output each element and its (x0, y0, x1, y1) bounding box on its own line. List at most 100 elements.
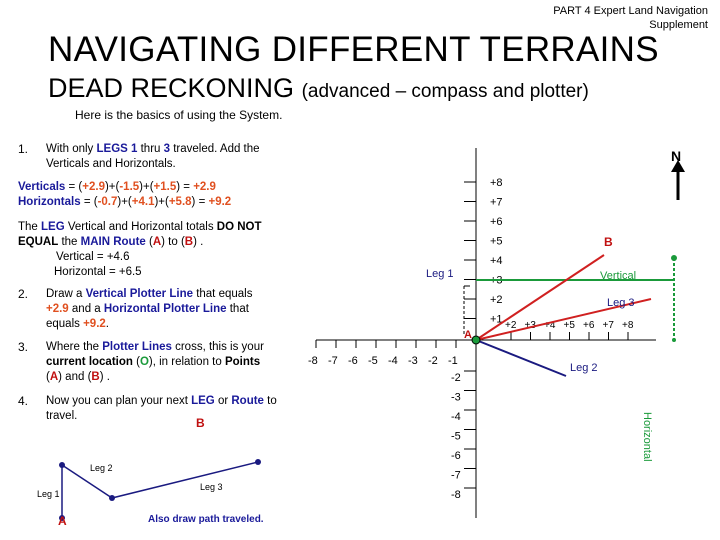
small-node (59, 462, 65, 468)
y-tick-label: +1 (490, 314, 503, 326)
north-label: N (671, 148, 681, 164)
s3-j: ) and ( (58, 371, 92, 383)
t-vert: Vertical = +4.6 (56, 251, 130, 263)
v-2: -1.5 (119, 181, 140, 193)
y-tick-label: +2 (490, 294, 503, 306)
s2-j: . (105, 318, 109, 330)
step-3-text: Where the Plotter Lines cross, this is y… (46, 340, 296, 385)
small-leg3-line (111, 461, 259, 499)
small-node (109, 495, 115, 501)
y-tick-label: -2 (451, 372, 461, 384)
s4-e: to (263, 395, 277, 407)
x-tick-label: +2 (505, 320, 517, 331)
s3-pb: B (91, 371, 100, 383)
small-leg2-line (61, 464, 113, 499)
s1-f: Verticals and Horizontals. (46, 158, 176, 170)
y-tick-label: -8 (451, 489, 461, 501)
t-e: the (58, 236, 81, 248)
page-subtitle: DEAD RECKONING (advanced – compass and p… (48, 73, 589, 104)
x-tick-label: +3 (525, 320, 537, 331)
y-tick-label: -6 (451, 450, 461, 462)
t-horiz: Horizontal = +6.5 (54, 266, 142, 278)
plot-point-a: A (464, 329, 472, 341)
s3-k: ) . (99, 371, 110, 383)
t-f: ( (145, 236, 153, 248)
tick-layer: +8+7+6+5+4+3+2+1-2-3-4-5-6-7-8-8-7-6-5-4… (308, 177, 634, 501)
small-caption: Also draw path traveled. (148, 514, 264, 525)
v-3: +1.5 (153, 181, 177, 193)
s1-a: With only (46, 143, 97, 155)
origin-dot (471, 335, 481, 345)
y-tick-label: +5 (490, 236, 503, 248)
s2-g: that (226, 303, 249, 315)
x-tick-label: -1 (448, 355, 458, 367)
s2-c: that equals (193, 288, 253, 300)
x-tick-label: +4 (544, 320, 556, 331)
y-tick-label: +6 (490, 216, 503, 228)
x-tick-label: -4 (388, 355, 398, 367)
small-leg3-label: Leg 3 (200, 482, 223, 492)
s2-h: equals (46, 318, 84, 330)
location-dot (671, 255, 677, 261)
h-eq: = ( (80, 196, 98, 208)
y-tick-label: +8 (490, 177, 503, 189)
horizontals-equation: Horizontals = (-0.7)+(+4.1)+(+5.8) = +9.… (18, 195, 231, 210)
h-m2: )+( (154, 196, 169, 208)
s4-d: Route (231, 395, 264, 407)
small-point-a: A (58, 514, 67, 528)
verticals-equation: Verticals = (+2.9)+(-1.5)+(+1.5) = +2.9 (18, 180, 216, 195)
y-tick-label: -4 (451, 411, 461, 423)
s2-d: +2.9 (46, 303, 69, 315)
s3-b: Plotter Lines (102, 341, 172, 353)
x-tick-label: -7 (328, 355, 338, 367)
intro-text: Here is the basics of using the System. (75, 108, 283, 122)
t-pb: B (184, 236, 194, 248)
horizontals-label: Horizontals (18, 196, 81, 208)
s4-a: Now you can plan your next (46, 395, 192, 407)
s3-h: Points (224, 356, 261, 368)
step-4-number: 4. (18, 394, 29, 408)
t-c: DO NOT (216, 221, 262, 233)
subtitle-main: DEAD RECKONING (48, 73, 295, 103)
s3-i: ( (46, 371, 50, 383)
v-end: ) = (176, 181, 194, 193)
y-tick-label: -5 (451, 431, 461, 443)
subtitle-paren: (advanced – compass and plotter) (301, 81, 589, 102)
leg2-route-line (475, 339, 567, 377)
vertical-label: Vertical (600, 270, 636, 282)
s1-e: traveled. Add the (170, 143, 260, 155)
header-line1: PART 4 Expert Land Navigation (553, 5, 708, 17)
h-3: +5.8 (168, 196, 192, 208)
t-route: MAIN Route (80, 236, 146, 248)
plot-leg1-label: Leg 1 (426, 268, 454, 280)
step-2-text: Draw a Vertical Plotter Line that equals… (46, 287, 296, 332)
t-leg: LEG (41, 221, 65, 233)
s3-e: ( (132, 356, 140, 368)
step-2-number: 2. (18, 287, 29, 301)
h-end: ) = (191, 196, 209, 208)
x-tick-label: -2 (428, 355, 438, 367)
leg3-route-line (475, 298, 652, 341)
x-tick-label: +8 (622, 320, 634, 331)
s3-c: cross, this is your (171, 341, 264, 353)
step-1-number: 1. (18, 142, 29, 156)
s2-e: and a (68, 303, 104, 315)
main-route-line (475, 254, 605, 341)
horizontal-label: Horizontal (641, 412, 653, 462)
s3-a: Where the (46, 341, 103, 353)
h-m1: )+( (117, 196, 132, 208)
y-tick-label: -7 (451, 470, 461, 482)
plot-leg2-label: Leg 2 (570, 362, 598, 374)
plotter-end-dot (672, 338, 676, 342)
x-tick-label: -8 (308, 355, 318, 367)
north-arrow-head (671, 160, 685, 172)
s1-d: 3 (163, 143, 171, 155)
s3-d: current location (46, 356, 133, 368)
plot-point-b: B (604, 235, 613, 249)
small-node (255, 459, 261, 465)
x-tick-label: +5 (564, 320, 576, 331)
s2-a: Draw a (46, 288, 86, 300)
s2-i: +9.2 (83, 318, 106, 330)
s3-g: ), in relation to (148, 356, 225, 368)
